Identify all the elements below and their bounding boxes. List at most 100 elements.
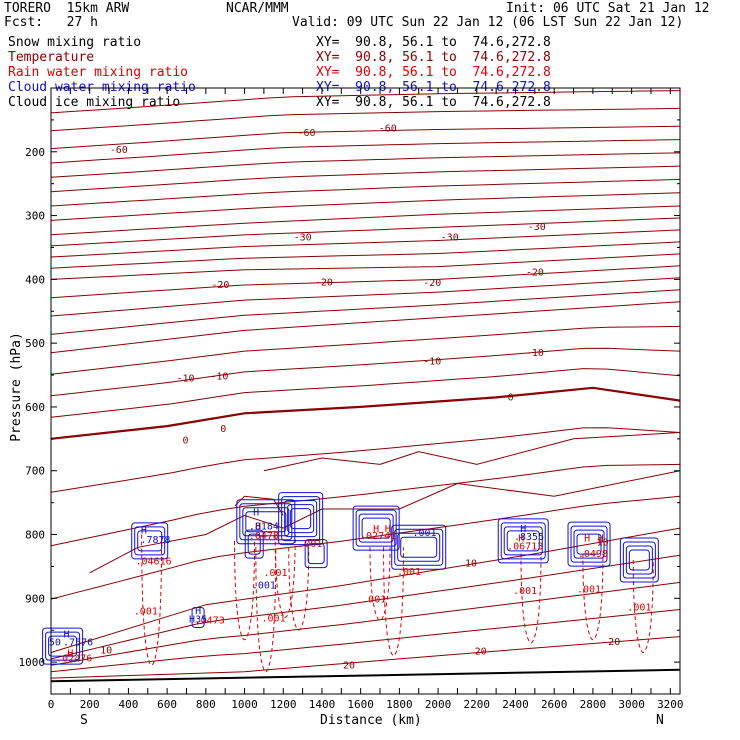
x-tick-label: 1400: [309, 698, 336, 711]
cloud-water-contour: [625, 545, 653, 575]
temperature-label: -60: [297, 128, 315, 139]
cloud-water-contour: [307, 543, 325, 565]
cloud-water-contour: [497, 518, 549, 564]
cloud-water-contour: [244, 529, 264, 559]
rain-label: .02476: [56, 654, 92, 665]
legend-rain: Rain water mixing ratio: [8, 65, 189, 80]
temperature-label: -60: [110, 145, 128, 156]
y-tick-label: 200: [25, 146, 45, 159]
y-tick-label: 1000: [19, 656, 46, 669]
y-tick-label: 500: [25, 337, 45, 350]
rain-label: .001: [397, 567, 421, 578]
rain-label: H: [598, 534, 604, 545]
y-tick-label: 700: [25, 465, 45, 478]
rain-contour: [369, 547, 391, 622]
rain-contour: [274, 534, 296, 618]
cloud-water-label: .8355: [514, 532, 544, 543]
temperature-label: 20: [343, 661, 355, 672]
cloud-water-contour: [573, 529, 605, 559]
rain-contour: [288, 547, 310, 631]
rain-label: .001: [298, 539, 322, 550]
cloud-water-contour: [48, 635, 78, 657]
temperature-label: -30: [441, 233, 459, 244]
contour-labels: -60 -60 -60 -30 -30 -30 -20 -20 -20 -20 -10 -10 -10 -…: [49, 124, 652, 672]
isotherm: [50, 495, 681, 600]
cloud-water-contour: [245, 511, 287, 533]
rain-label: .001: [134, 606, 158, 617]
y-tick-label: 800: [25, 529, 45, 542]
isotherm: [50, 427, 681, 493]
cloud-water-label: .7576: [63, 638, 93, 649]
rain-label: .02741: [360, 531, 396, 542]
temperature-label: 20: [475, 647, 487, 658]
temperature-label: -30: [528, 222, 546, 233]
cloud-water-contour: [304, 539, 328, 569]
x-tick-label: 2200: [464, 698, 491, 711]
cloud-water-contour: [137, 530, 163, 552]
rain-label: .001: [263, 568, 287, 579]
isotherm: [50, 192, 681, 221]
surface-line: [50, 668, 681, 683]
rain-contour: [582, 553, 604, 641]
isotherm: [50, 152, 681, 178]
isotherm: [89, 470, 681, 574]
rain-contour: [234, 540, 256, 641]
cloud-water-contour: [628, 549, 650, 571]
x-axis-title: Distance (km): [320, 713, 422, 728]
cloud-water-label: H: [141, 525, 147, 536]
temperature-label: -60: [379, 124, 397, 135]
cloud-water-label: H: [195, 606, 201, 617]
y-tick-label: 400: [25, 273, 45, 286]
rain-contour: [632, 560, 654, 654]
cloud-water-label: .7878: [140, 535, 170, 546]
rain-label: H: [385, 524, 391, 535]
north-label: N: [656, 713, 664, 728]
isotherm: [50, 265, 681, 299]
isotherm: [50, 325, 681, 375]
init-label: Init: 06 UTC Sat 21 Jan 12: [506, 1, 710, 16]
isotherm-0: [50, 386, 681, 440]
cloud-water-contour: [290, 508, 312, 530]
x-tick-label: 2600: [541, 698, 568, 711]
org-label: NCAR/MMM: [226, 1, 289, 16]
rain-label: .001: [577, 585, 601, 596]
legend-rain-xy: XY= 90.8, 56.1 to 74.6,272.8: [316, 65, 551, 80]
rain-label: H: [255, 522, 261, 533]
isotherm--10: [50, 301, 681, 354]
temperature-isotherms: [50, 90, 681, 683]
rain-contour: [141, 534, 163, 666]
cloud-water-contour: [239, 503, 293, 541]
cloud-water-contour: [355, 509, 397, 547]
cloud-water-contour: [394, 528, 444, 566]
isotherm: [50, 229, 681, 258]
isotherm: [50, 90, 681, 114]
cloud-water-contour: [400, 536, 438, 558]
cloud-water-contour: [236, 499, 296, 545]
rain-label: .001: [262, 613, 286, 624]
isotherm-10: [50, 527, 681, 653]
x-tick-label: 0: [48, 698, 55, 711]
cloud-water-label: H: [63, 629, 69, 640]
y-tick-label: 900: [25, 592, 45, 605]
rain-label: H: [67, 649, 73, 660]
temperature-label: -30: [294, 233, 312, 244]
temperature-label: -10: [526, 348, 544, 359]
cloud-water-contour: [576, 533, 602, 555]
temperature-label: 20: [608, 637, 620, 648]
isotherm: [50, 139, 681, 164]
x-tick-label: 2800: [580, 698, 607, 711]
isotherm: [50, 609, 681, 673]
isotherm--60: [50, 125, 681, 150]
isotherm--20: [50, 253, 681, 280]
isotherm: [50, 165, 681, 193]
x-tick-label: 400: [118, 698, 138, 711]
cloud-water-contour: [287, 504, 315, 534]
cloud-water-contour: [134, 526, 166, 556]
isotherm: [50, 581, 681, 666]
x-tick-label: 1600: [347, 698, 374, 711]
cloud-water-contour: [567, 521, 611, 567]
x-tick-label: 2000: [425, 698, 452, 711]
isotherm: [50, 277, 681, 317]
y-tick-label: 600: [25, 401, 45, 414]
